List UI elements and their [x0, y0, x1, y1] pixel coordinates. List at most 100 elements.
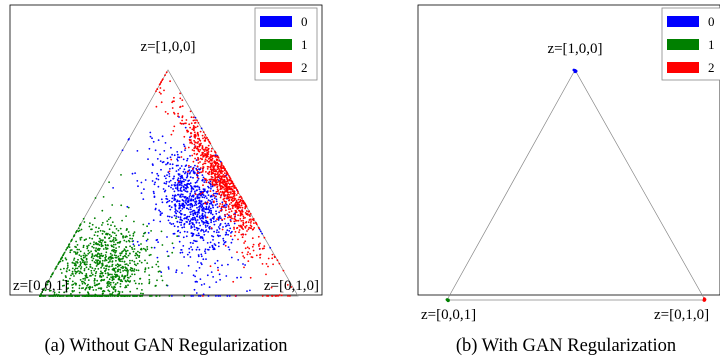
scatter-point-class-2: [233, 228, 236, 230]
scatter-point-class-2: [211, 147, 213, 150]
scatter-point-class-1: [102, 274, 105, 277]
scatter-point-class-0: [202, 223, 205, 225]
scatter-point-class-2: [210, 165, 212, 168]
scatter-point-class-0: [186, 253, 189, 256]
scatter-point-class-1: [136, 287, 139, 290]
scatter-point-class-2: [205, 149, 208, 152]
scatter-point-class-1: [88, 251, 91, 254]
scatter-point-class-1: [104, 256, 107, 259]
scatter-point-class-2: [246, 230, 248, 232]
scatter-point-class-0: [194, 197, 197, 200]
scatter-point-class-1: [80, 267, 82, 270]
scatter-point-class-0: [160, 271, 163, 274]
scatter-point-class-0: [179, 167, 182, 170]
scatter-point-class-1: [62, 295, 64, 297]
scatter-point-class-0: [185, 164, 188, 167]
scatter-point-class-0: [193, 226, 196, 228]
scatter-point-class-1: [88, 286, 91, 289]
scatter-point-class-2: [195, 141, 197, 144]
scatter-point-class-2: [225, 189, 228, 192]
scatter-point-class-2: [242, 217, 245, 220]
scatter-point-class-2: [197, 162, 200, 164]
scatter-point-class-0: [227, 233, 230, 236]
scatter-point-class-0: [189, 206, 192, 209]
scatter-point-class-2: [258, 227, 260, 230]
scatter-point-class-1: [122, 235, 124, 238]
scatter-point-class-0: [175, 170, 178, 173]
scatter-point-class-1: [74, 267, 77, 270]
scatter-point-class-2: [206, 216, 209, 219]
scatter-point-class-1: [125, 263, 128, 265]
scatter-point-class-2: [231, 207, 234, 209]
scatter-point-class-2: [239, 198, 242, 201]
scatter-point-class-1: [104, 265, 107, 267]
scatter-point-class-2: [236, 226, 239, 229]
scatter-point-class-2: [155, 105, 158, 108]
scatter-point-class-0: [202, 176, 205, 179]
scatter-point-class-1: [123, 248, 126, 251]
scatter-point-class-2: [234, 213, 237, 216]
scatter-point-class-0: [197, 177, 200, 180]
scatter-point-class-1: [89, 222, 91, 225]
scatter-point-class-1: [93, 282, 96, 284]
scatter-point-class-0: [187, 218, 190, 221]
scatter-point-class-2: [219, 172, 222, 174]
scatter-point-class-1: [148, 254, 151, 257]
scatter-point-class-0: [165, 195, 168, 198]
scatter-point-class-2: [173, 96, 175, 99]
scatter-point-class-0: [167, 219, 170, 222]
scatter-point-class-2: [172, 130, 175, 132]
scatter-point-class-0: [140, 181, 143, 184]
scatter-point-class-1: [87, 293, 90, 295]
scatter-point-class-2: [241, 200, 244, 203]
scatter-point-class-0: [165, 201, 168, 204]
scatter-point-class-1: [78, 291, 81, 294]
scatter-point-class-0: [182, 236, 185, 239]
scatter-point-class-0: [159, 210, 162, 213]
scatter-point-class-1: [86, 247, 89, 250]
scatter-point-class-1: [156, 279, 158, 282]
scatter-point-class-0: [190, 208, 192, 211]
scatter-point-class-0: [180, 181, 183, 184]
scatter-point-class-0: [165, 177, 167, 180]
scatter-point-class-0: [189, 192, 192, 195]
scatter-point-class-2: [236, 219, 238, 222]
scatter-point-class-1: [128, 281, 131, 283]
scatter-point-class-1: [84, 254, 87, 256]
scatter-point-class-1: [100, 276, 103, 278]
scatter-point-class-2: [219, 209, 222, 212]
scatter-point-class-2: [196, 165, 199, 168]
scatter-point-class-0: [182, 170, 185, 173]
scatter-point-class-2: [244, 233, 247, 236]
scatter-point-class-2: [202, 154, 205, 157]
scatter-point-class-1: [101, 209, 104, 212]
scatter-point-class-2: [197, 134, 200, 137]
scatter-point-class-1: [81, 280, 83, 283]
scatter-point-class-0: [202, 202, 205, 205]
scatter-point-class-2: [194, 119, 196, 121]
scatter-point-class-0: [198, 209, 201, 212]
scatter-point-class-2: [173, 125, 176, 128]
scatter-point-class-0: [217, 226, 220, 228]
scatter-point-class-1: [101, 244, 104, 247]
scatter-point-class-1: [41, 295, 43, 297]
scatter-point-class-0: [198, 196, 201, 199]
scatter-point-class-1: [96, 234, 99, 237]
scatter-point-class-0: [172, 222, 175, 225]
scatter-point-class-1: [59, 295, 62, 297]
scatter-point-class-1: [161, 244, 164, 246]
scatter-point-class-1: [76, 229, 78, 232]
scatter-point-class-2: [230, 191, 232, 194]
scatter-point-class-1: [111, 276, 114, 279]
scatter-point-class-1: [39, 295, 41, 297]
scatter-point-class-1: [140, 243, 142, 245]
scatter-point-class-1: [85, 238, 87, 241]
scatter-point-class-2: [179, 97, 182, 100]
scatter-point-class-1: [101, 263, 103, 265]
scatter-point-class-2: [194, 193, 197, 196]
scatter-point-class-2: [205, 178, 207, 181]
panel-b-frame: [417, 4, 720, 296]
scatter-point-class-0: [173, 154, 176, 157]
scatter-point-class-1: [100, 245, 103, 248]
scatter-point-class-0: [147, 158, 149, 161]
